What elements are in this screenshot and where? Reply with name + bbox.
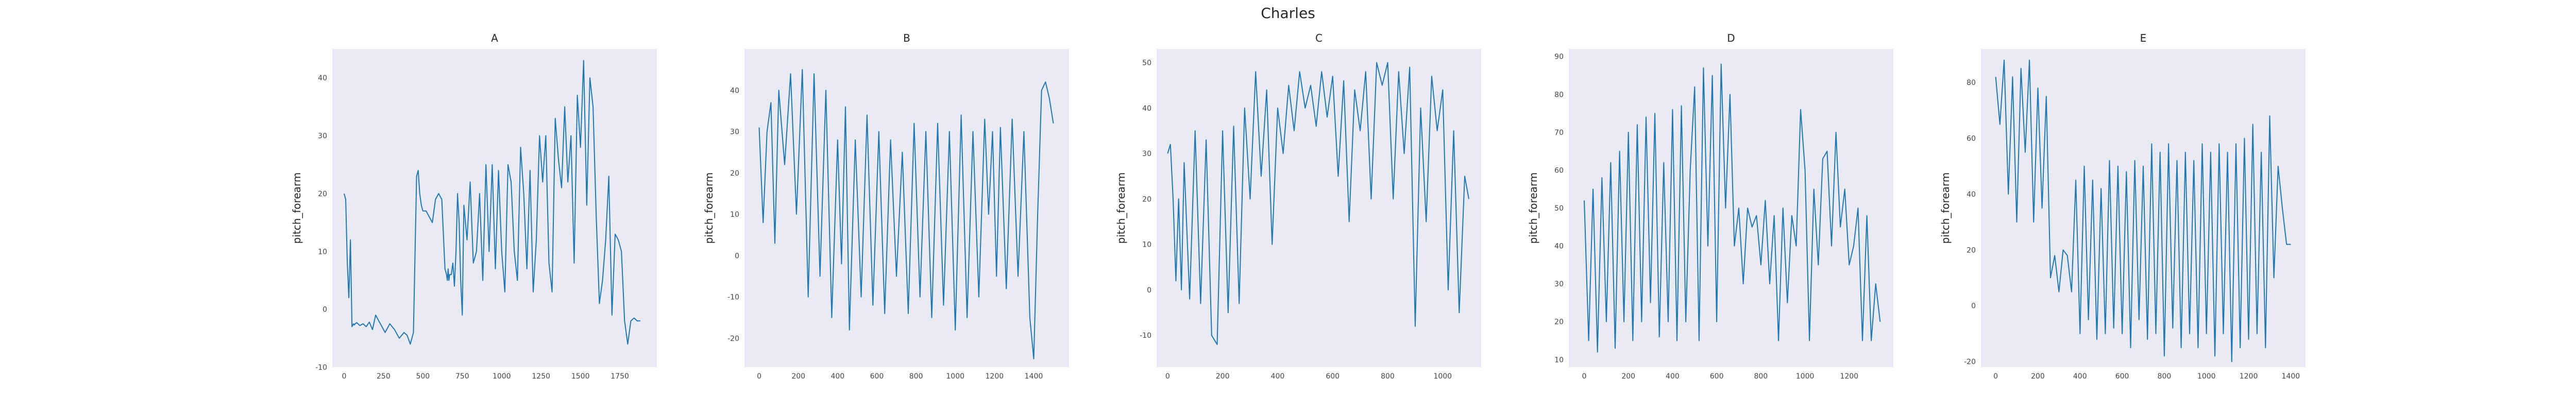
y-tick-label: 30	[318, 132, 327, 141]
y-tick-label: 70	[1554, 129, 1564, 137]
y-axis-label: pitch_forearm	[1939, 173, 1952, 244]
x-tick-label: 800	[1754, 372, 1768, 381]
y-tick-label: 30	[1554, 280, 1564, 288]
x-tick-label: 400	[1666, 372, 1680, 381]
y-axis-label: pitch_forearm	[291, 173, 303, 244]
x-tick-label: 1000	[1433, 372, 1452, 381]
y-tick-label: 20	[1967, 246, 1976, 254]
x-tick-label: 1200	[1840, 372, 1858, 381]
series-line-1	[343, 60, 640, 345]
series-line-1	[758, 69, 1054, 359]
y-tick-label: 20	[1554, 318, 1564, 327]
x-tick-label: 800	[2158, 372, 2172, 381]
y-tick-label: 30	[1142, 150, 1151, 158]
x-tick-label: 750	[455, 372, 469, 381]
subplot-title: B	[903, 32, 910, 44]
x-tick-label: 200	[791, 372, 805, 381]
y-tick-label: -10	[1140, 332, 1151, 340]
y-axis-label: pitch_forearm	[703, 173, 715, 244]
y-tick-label: 10	[730, 211, 739, 219]
y-tick-label: 20	[318, 190, 327, 198]
y-tick-label: 40	[1967, 191, 1976, 199]
subplot-title: D	[1727, 32, 1735, 44]
x-tick-label: 600	[1326, 372, 1340, 381]
y-tick-label: 30	[730, 128, 739, 136]
y-tick-label: 0	[1971, 302, 1976, 311]
subplot-title: E	[2140, 32, 2147, 44]
x-tick-label: 0	[342, 372, 346, 381]
x-tick-label: 800	[1381, 372, 1395, 381]
x-tick-label: 600	[1710, 372, 1724, 381]
y-tick-label: 90	[1554, 53, 1564, 61]
x-tick-label: 1000	[2197, 372, 2216, 381]
x-tick-label: 1200	[2240, 372, 2258, 381]
y-tick-label: 40	[1142, 105, 1151, 113]
x-tick-label: 600	[2115, 372, 2129, 381]
x-tick-label: 400	[831, 372, 844, 381]
y-tick-label: -20	[1964, 358, 1976, 366]
x-tick-label: 800	[909, 372, 923, 381]
figure-suptitle: Charles	[1261, 5, 1315, 22]
x-tick-label: 1000	[493, 372, 511, 381]
x-tick-label: 0	[1165, 372, 1170, 381]
x-tick-label: 600	[870, 372, 884, 381]
y-tick-label: -10	[315, 364, 327, 372]
y-tick-label: 50	[1142, 59, 1151, 67]
plot-area	[744, 49, 1069, 367]
x-tick-label: 1750	[611, 372, 629, 381]
y-tick-label: 40	[318, 74, 327, 82]
y-tick-label: 40	[1554, 243, 1564, 251]
y-tick-label: 80	[1554, 91, 1564, 99]
x-tick-label: 400	[2073, 372, 2087, 381]
x-tick-label: 1400	[1025, 372, 1043, 381]
y-tick-label: 10	[1142, 241, 1151, 249]
series-line-1	[1167, 62, 1469, 345]
x-tick-label: 1000	[946, 372, 964, 381]
y-tick-label: 20	[1142, 195, 1151, 203]
subplot-title: A	[491, 32, 498, 44]
x-tick-label: 400	[1271, 372, 1285, 381]
y-tick-label: 60	[1967, 134, 1976, 143]
y-tick-label: 0	[323, 306, 327, 314]
y-tick-label: -10	[727, 294, 739, 302]
x-tick-label: 0	[757, 372, 761, 381]
x-tick-label: 1000	[1796, 372, 1815, 381]
y-tick-label: 0	[1147, 286, 1151, 295]
y-tick-label: 60	[1554, 166, 1564, 175]
series-line-1	[1584, 63, 1881, 353]
x-tick-label: 500	[416, 372, 430, 381]
x-tick-label: 1500	[571, 372, 590, 381]
x-tick-label: 200	[2031, 372, 2045, 381]
plot-area	[1569, 49, 1893, 367]
plot-area	[332, 49, 657, 367]
series-line-1	[1995, 59, 2291, 363]
y-tick-label: 10	[318, 248, 327, 256]
x-tick-label: 0	[1993, 372, 1998, 381]
x-tick-label: 200	[1216, 372, 1230, 381]
x-tick-label: 0	[1582, 372, 1587, 381]
x-tick-label: 1250	[532, 372, 550, 381]
x-tick-label: 200	[1621, 372, 1635, 381]
y-tick-label: 0	[735, 252, 739, 260]
y-tick-label: 20	[730, 169, 739, 178]
y-tick-label: 10	[1554, 356, 1564, 364]
x-tick-label: 1200	[986, 372, 1004, 381]
x-tick-label: 250	[377, 372, 391, 381]
y-tick-label: 50	[1554, 204, 1564, 213]
x-tick-label: 1400	[2282, 372, 2300, 381]
y-axis-label: pitch_forearm	[1115, 173, 1127, 244]
y-tick-label: 40	[730, 87, 739, 95]
y-tick-label: 80	[1967, 79, 1976, 87]
y-tick-label: -20	[727, 335, 739, 343]
y-axis-label: pitch_forearm	[1527, 173, 1539, 244]
subplot-title: C	[1315, 32, 1323, 44]
